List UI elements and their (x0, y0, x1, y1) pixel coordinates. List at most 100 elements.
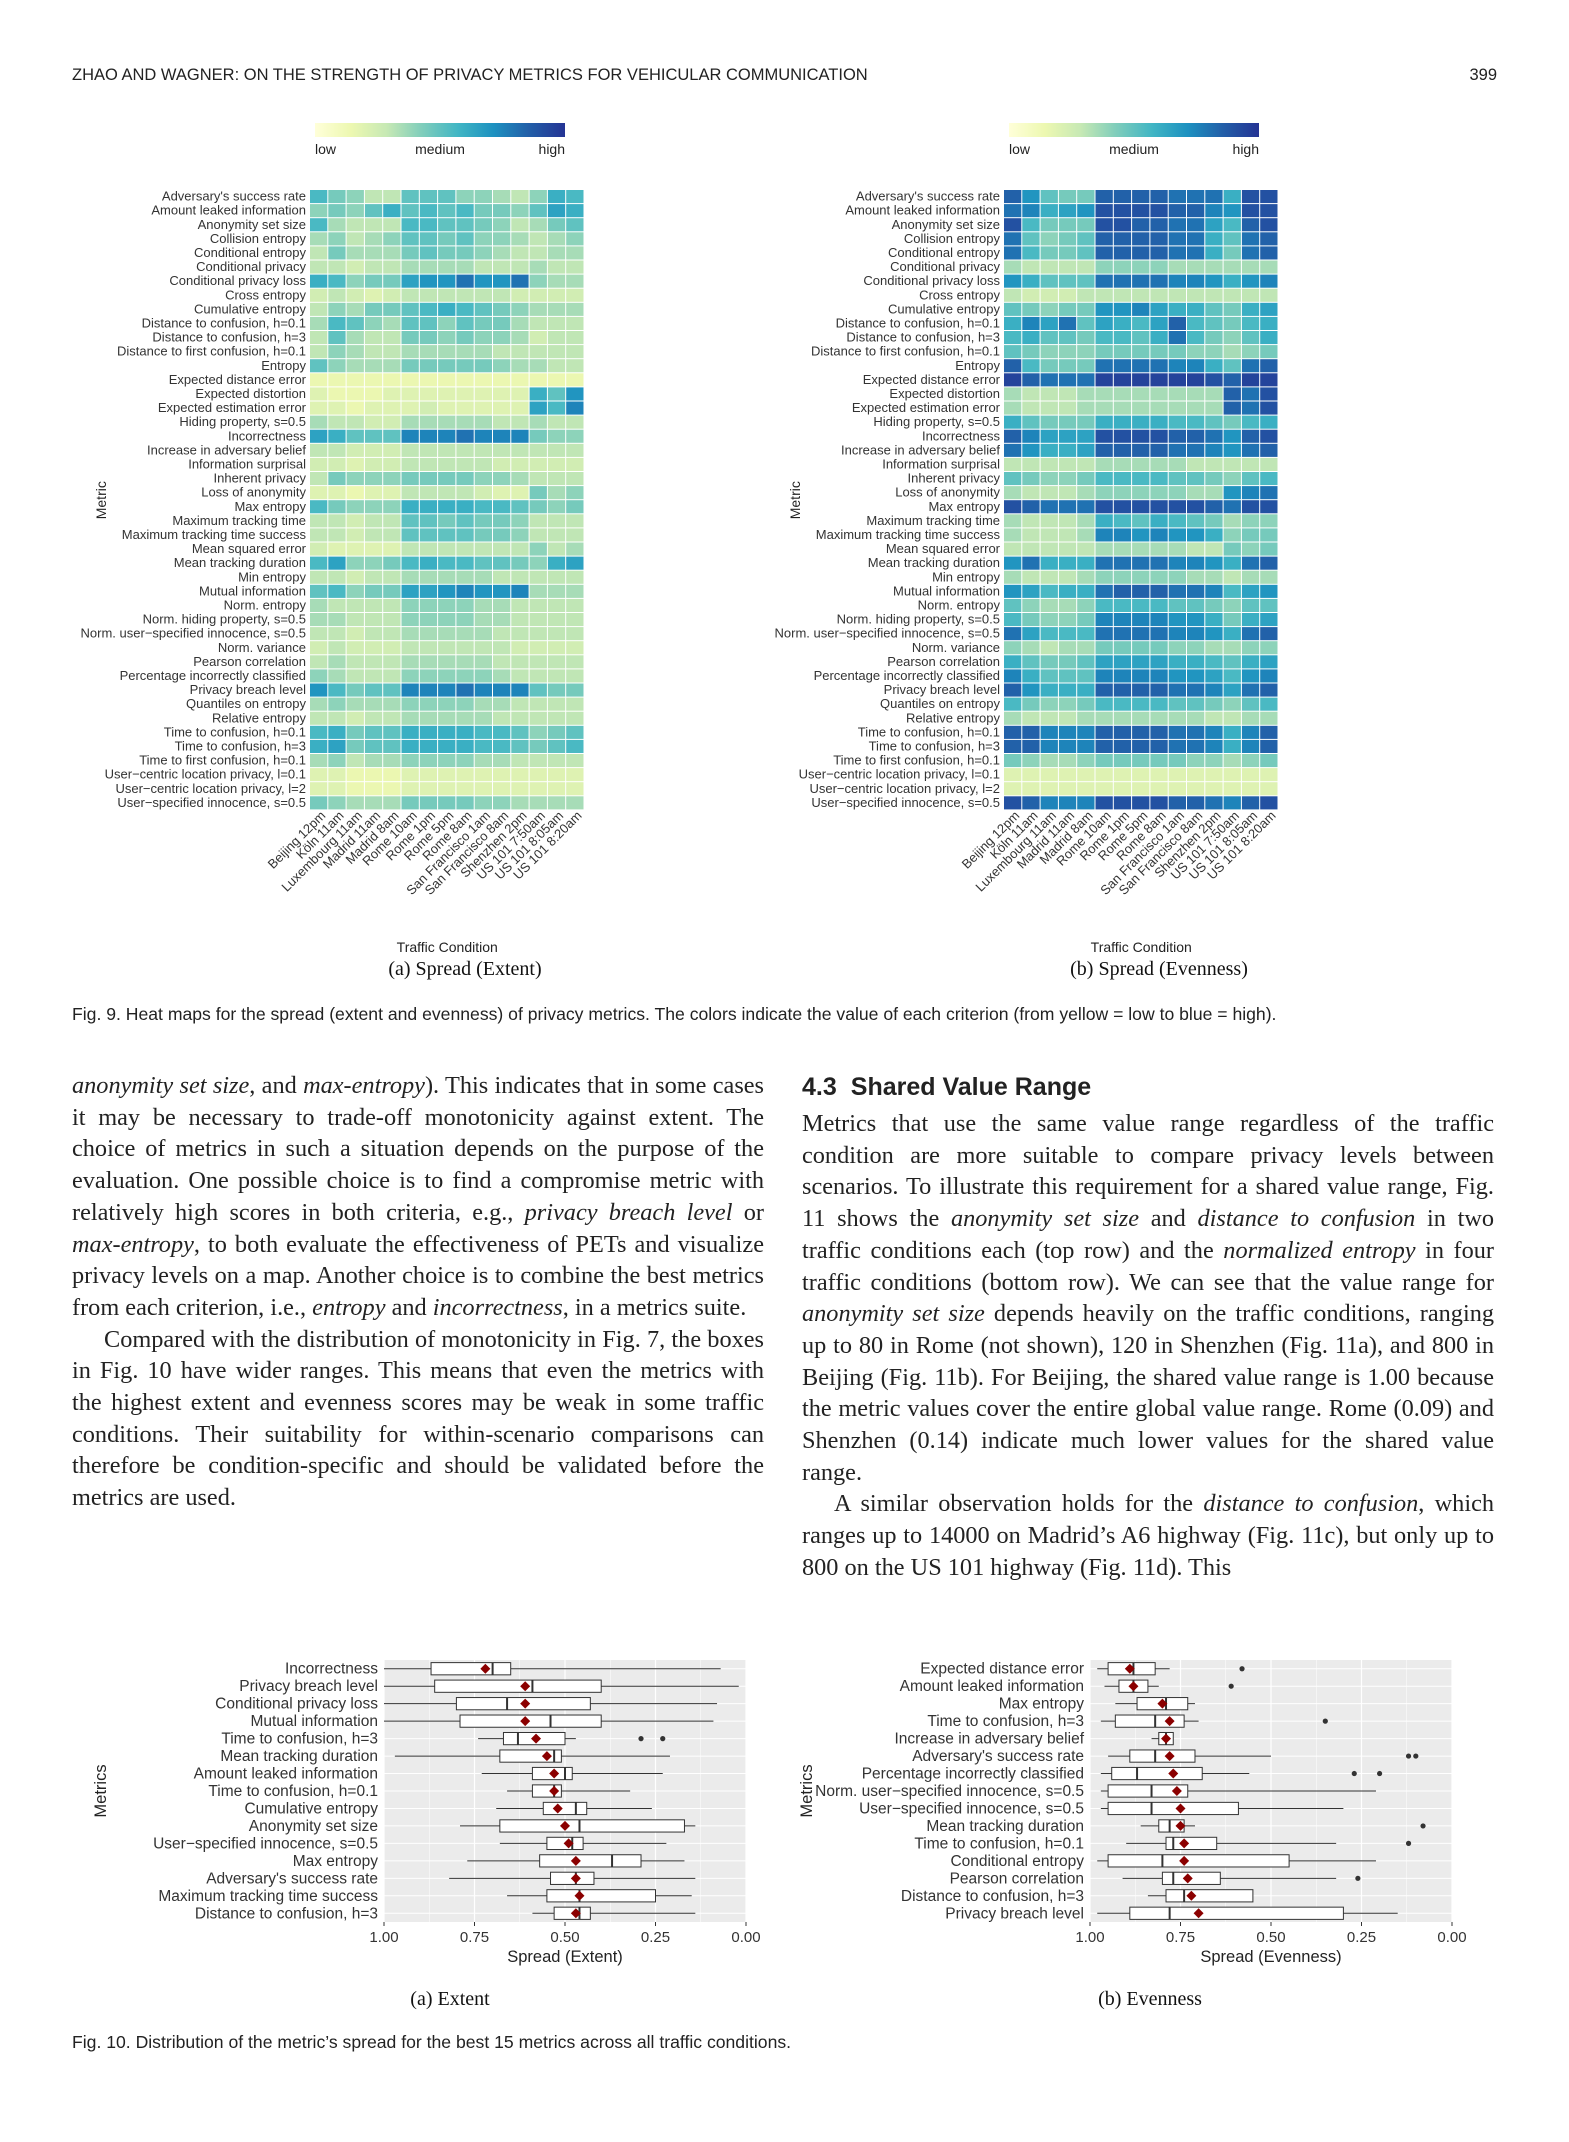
heatmap-cell (1095, 274, 1113, 288)
row-label: Amount leaked information (845, 203, 1000, 218)
heatmap-cell (346, 697, 364, 711)
heatmap-cell (474, 486, 492, 500)
heatmap-cell (1150, 260, 1168, 274)
heatmap-cell (529, 316, 547, 330)
heatmap-cell (566, 768, 584, 782)
box-item (1104, 1679, 1234, 1693)
heatmap-cell (328, 584, 346, 598)
heatmap-cell (511, 697, 529, 711)
heatmap-cell (401, 345, 419, 359)
heatmap-cell (566, 613, 584, 627)
heatmap-cell (1205, 796, 1223, 810)
fig10-subcaption-b: (b) Evenness (1098, 1988, 1202, 2010)
box-item (496, 1801, 652, 1816)
heatmap-cell (1168, 739, 1186, 753)
heatmap-cell (328, 613, 346, 627)
heatmap-cell (328, 260, 346, 274)
heatmap-cell (547, 429, 566, 443)
heatmap-cell (383, 542, 401, 556)
heatmap-cell (493, 796, 511, 810)
heatmap-cell (1150, 246, 1168, 260)
heatmap-cell (1168, 190, 1186, 204)
mean-marker (570, 1855, 581, 1866)
heatmap-cell (1223, 570, 1241, 584)
row-label: Norm. hiding property, s=0.5 (143, 612, 306, 627)
heatmap-cell (1058, 260, 1077, 274)
heatmap-cell (1040, 429, 1058, 443)
heatmap-cell (1113, 232, 1132, 246)
heatmap-cell (346, 190, 364, 204)
heatmap-cell (1077, 232, 1095, 246)
row-label: Norm. user−specified innocence, s=0.5 (775, 626, 1000, 641)
mean-marker (574, 1890, 585, 1901)
heatmap-cell (1113, 274, 1132, 288)
heatmap-cell (493, 556, 511, 570)
heatmap-cell (1113, 302, 1132, 316)
heatmap-cell (511, 218, 529, 232)
heatmap-cell (529, 260, 547, 274)
heatmap-cell (1095, 613, 1113, 627)
heatmap-cell (438, 627, 456, 641)
heatmap-cell (1113, 373, 1132, 387)
heatmap-cell (1077, 190, 1095, 204)
heatmap-cell (1077, 598, 1095, 612)
heatmap-cell (1095, 528, 1113, 542)
heatmap-cell (1260, 190, 1278, 204)
heatmap-cell (1095, 782, 1113, 796)
heatmap-cell (419, 472, 438, 486)
heatmap-cell (1022, 472, 1040, 486)
heatmap-cell (383, 739, 401, 753)
heatmap-cell (493, 429, 511, 443)
heatmap-cell (547, 641, 566, 655)
heatmap-cell (1150, 542, 1168, 556)
heatmap-cell (1095, 190, 1113, 204)
tick-label: 0.75 (460, 1929, 489, 1946)
heatmap-cell (547, 500, 566, 514)
heatmap-cell (438, 302, 456, 316)
heatmap-cell (1187, 387, 1205, 401)
heatmap-cell (547, 218, 566, 232)
heatmap-cell (1260, 316, 1278, 330)
heatmap-cell (383, 796, 401, 810)
heatmap-cell (438, 232, 456, 246)
heatmap-cell (1241, 711, 1260, 725)
heatmap-cell (346, 359, 364, 373)
mean-marker (1193, 1908, 1204, 1919)
heatmap-cell (1040, 556, 1058, 570)
heatmap-cell (566, 796, 584, 810)
heatmap-cell (383, 260, 401, 274)
heatmap-cell (346, 345, 364, 359)
heatmap-cell (511, 570, 529, 584)
heatmap-cell (383, 443, 401, 457)
heatmap-cell (383, 457, 401, 471)
heatmap-cell (364, 556, 383, 570)
heatmap-cell (328, 443, 346, 457)
heatmap-cell (1168, 584, 1186, 598)
heatmap-cell (310, 373, 328, 387)
heatmap-cell (1168, 796, 1186, 810)
heatmap-cell (383, 486, 401, 500)
heatmap-cell (1132, 260, 1150, 274)
heatmap-cell (1022, 218, 1040, 232)
heatmap-cell (529, 457, 547, 471)
heatmap-cell (1040, 373, 1058, 387)
heatmap-cell (346, 627, 364, 641)
heatmap-cell (383, 204, 401, 218)
heatmap-cell (474, 288, 492, 302)
heatmap-cell (1077, 641, 1095, 655)
heatmap-cell (1077, 401, 1095, 415)
heatmap-cell (383, 218, 401, 232)
heatmap-cell (438, 556, 456, 570)
heatmap-cell (328, 331, 346, 345)
heatmap-cell (310, 500, 328, 514)
heatmap-cell (419, 598, 438, 612)
row-label: Adversary's success rate (162, 189, 306, 204)
heatmap-cell (529, 669, 547, 683)
heatmap-cell (474, 443, 492, 457)
heatmap-cell (383, 246, 401, 260)
heatmap-cell (1205, 514, 1223, 528)
heatmap-cell (511, 669, 529, 683)
heatmap-cell (1095, 768, 1113, 782)
row-label: Cumulative entropy (888, 301, 1000, 316)
heatmap-cell (1077, 683, 1095, 697)
